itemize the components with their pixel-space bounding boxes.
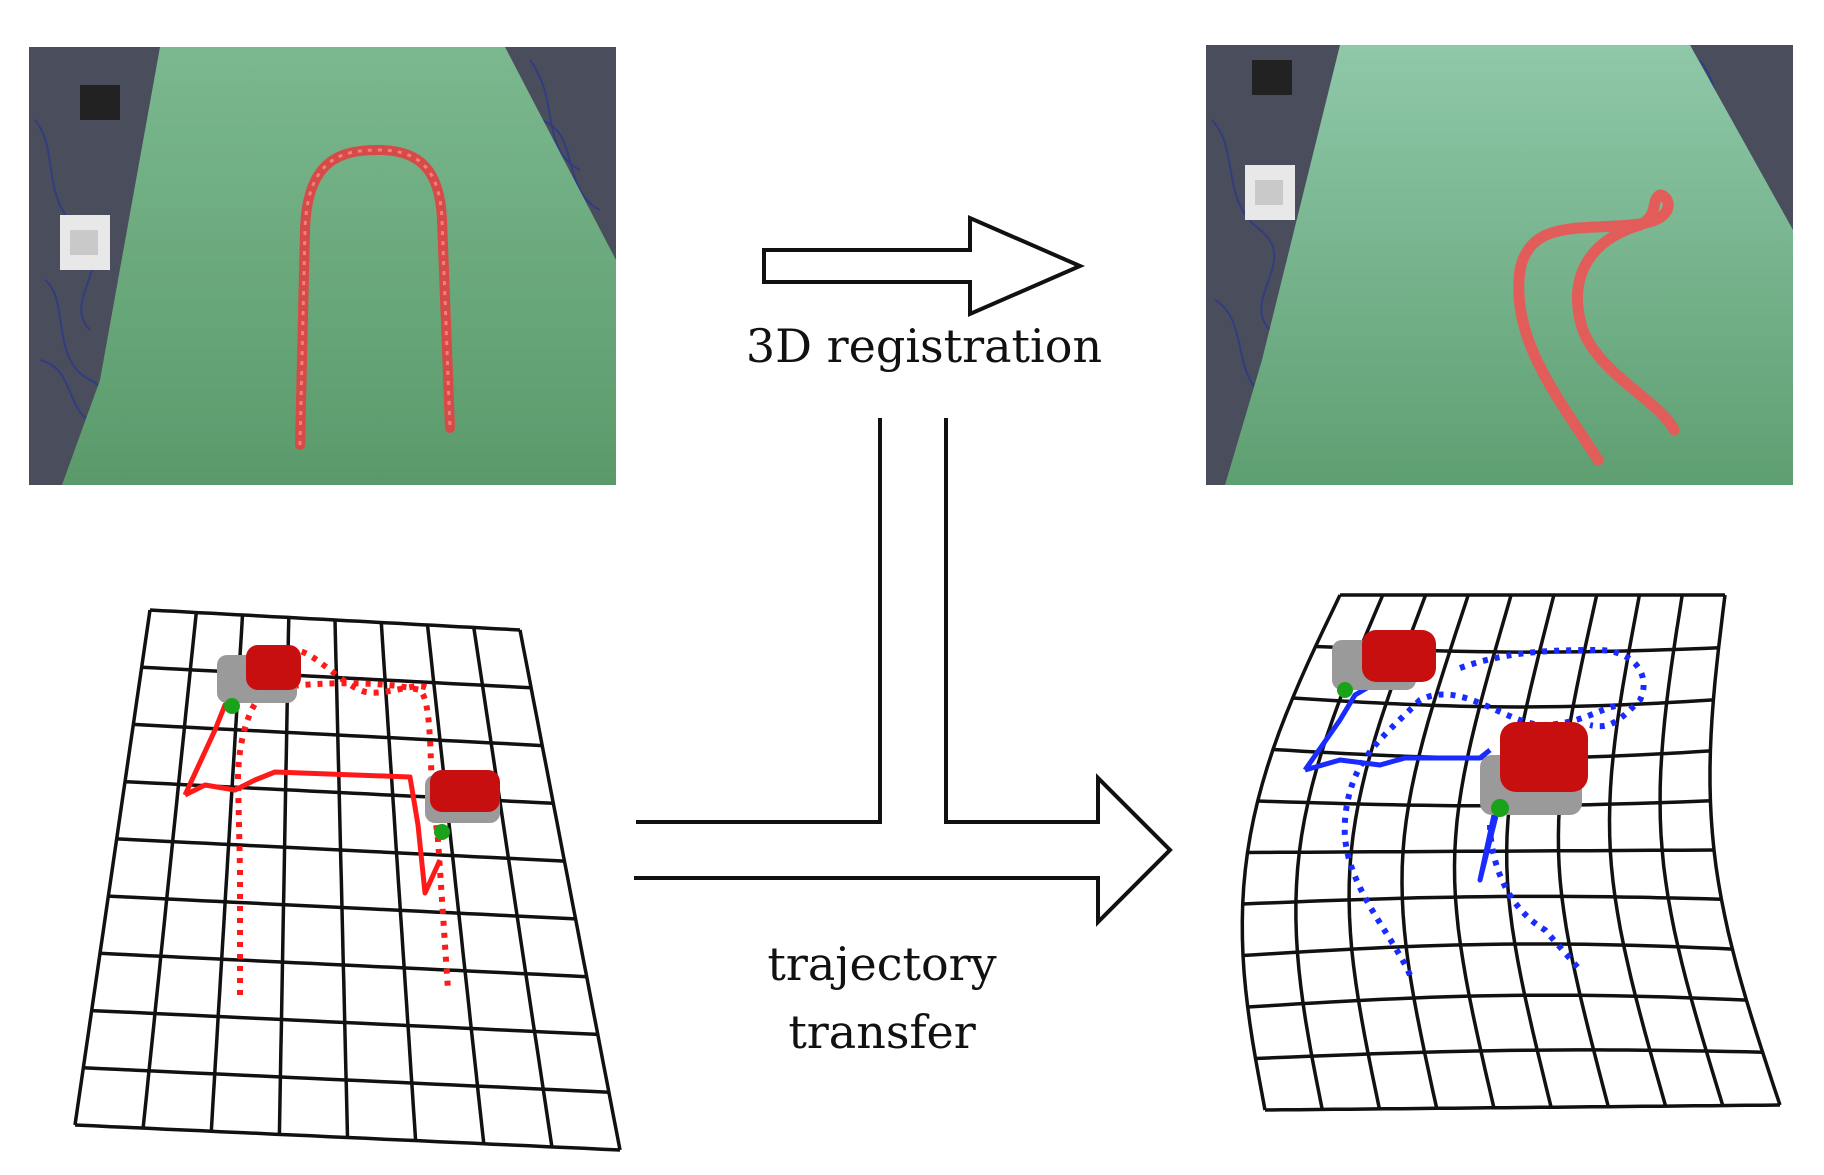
grid-line-horizontal [108, 894, 576, 921]
grid-line-horizontal [91, 1008, 598, 1037]
grid-line-vertical [472, 627, 554, 1148]
grid-line-vertical [277, 617, 291, 1135]
green-table [62, 47, 616, 485]
grid-line-horizontal [83, 1066, 609, 1094]
left-photo [29, 47, 616, 485]
grid-line-horizontal [1247, 848, 1715, 855]
gripper-left-1 [217, 645, 301, 714]
grid-line-horizontal [1264, 1103, 1781, 1112]
grid-line-vertical [379, 622, 418, 1141]
gripper-right-2 [1480, 722, 1588, 817]
hollow-right-arrow [762, 214, 1086, 318]
green-table-right [1225, 45, 1793, 485]
grid-line-horizontal [149, 608, 521, 632]
grid-line-horizontal [116, 837, 565, 863]
grid-line-vertical [333, 619, 350, 1138]
grid-line-horizontal [1292, 696, 1714, 709]
transfer-label-line2: transfer [788, 1005, 975, 1059]
gripper-left-2 [425, 770, 500, 840]
left-grid-lines [73, 608, 622, 1152]
grid-line-vertical [141, 612, 199, 1129]
grid-line-vertical [1708, 594, 1782, 1106]
grid-line-vertical [425, 624, 486, 1144]
right-grid-plot [1240, 593, 1782, 1112]
t-junction-arrow [634, 418, 1173, 927]
grid-line-vertical [73, 609, 152, 1126]
grid-line-horizontal [133, 722, 543, 748]
grid-line-horizontal [74, 1123, 621, 1152]
registration-label: 3D registration [746, 319, 1102, 373]
rope-curved [1513, 189, 1680, 466]
transfer-label-line1: trajectory [767, 937, 996, 991]
right-grid-lines [1240, 593, 1782, 1112]
grid-line-horizontal [99, 951, 587, 979]
gripper-right-1 [1332, 630, 1436, 698]
grid-line-horizontal [1242, 942, 1733, 958]
grid-line-vertical [518, 629, 622, 1151]
grid-line-horizontal [141, 665, 532, 690]
red-dotted-path [234, 647, 451, 995]
grid-line-horizontal [1247, 993, 1747, 1009]
grid-line-horizontal [1242, 894, 1722, 906]
right-photo [1206, 45, 1793, 485]
left-grid-plot [73, 608, 622, 1152]
grid-line-horizontal [1255, 1048, 1763, 1061]
